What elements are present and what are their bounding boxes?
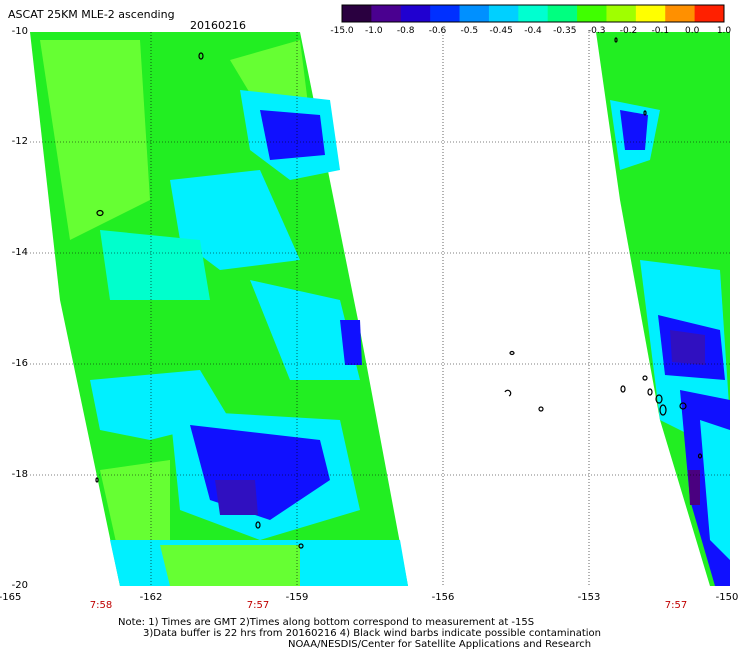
time-label: 7:58 — [89, 600, 113, 611]
colorbar-tick-label: -0.6 — [428, 26, 447, 36]
note-line-1: Note: 1) Times are GMT 2)Times along bot… — [118, 617, 535, 628]
y-tick-label: -16 — [11, 358, 28, 369]
colorbar-swatch — [547, 5, 578, 22]
colorbar-tick-label: -0.5 — [460, 26, 479, 36]
swath-patch-cyan — [700, 420, 730, 560]
colorbar-swatch — [400, 5, 431, 22]
y-tick-label: -18 — [11, 469, 28, 480]
swath-patch-cyan — [250, 280, 360, 380]
swath-patch-purple — [215, 480, 258, 515]
y-tick-label: -10 — [11, 26, 28, 37]
y-tick-label: -12 — [11, 136, 28, 147]
colorbar-tick-label: -0.8 — [396, 26, 415, 36]
colorbar-tick-label: -15.0 — [330, 26, 354, 36]
swath-patch-lime — [160, 545, 300, 586]
note-line-2: 3)Data buffer is 22 hrs from 20160216 4)… — [143, 628, 601, 639]
colorbar-tick-label: -0.35 — [553, 26, 577, 36]
colorbar-tick-label: -0.3 — [587, 26, 606, 36]
x-tick-label: -153 — [577, 592, 601, 603]
x-tick-label: -165 — [0, 592, 22, 603]
colorbar-swatch — [635, 5, 666, 22]
swath-patch-cyan — [170, 170, 300, 270]
colorbar-swatch — [694, 5, 725, 22]
gridlines — [30, 32, 730, 586]
time-label: 7:57 — [664, 600, 688, 611]
y-tick-label: -14 — [11, 247, 28, 258]
colorbar-tick-label: -0.45 — [489, 26, 513, 36]
colorbar — [341, 4, 725, 23]
swath-patch-purple — [688, 470, 700, 505]
colorbar-tick-label: -0.4 — [524, 26, 542, 36]
swath-patch-blue — [340, 320, 362, 365]
colorbar-tick-label: -0.1 — [651, 26, 670, 36]
time-label: 7:57 — [246, 600, 270, 611]
colorbar-tick-label: -1.0 — [365, 26, 383, 36]
swath-patch-lime — [100, 460, 170, 560]
y-tick-label: -20 — [11, 580, 28, 591]
colorbar-tick-label: -0.2 — [619, 26, 638, 36]
colorbar-swatch — [488, 5, 519, 22]
swath-patch-blue — [260, 110, 325, 160]
x-tick-label: -156 — [431, 592, 455, 603]
x-tick-label: -150 — [715, 592, 739, 603]
colorbar-swatch — [342, 5, 372, 22]
colorbar-swatch — [459, 5, 490, 22]
swath-patch-blue — [620, 110, 648, 150]
colorbar-frame — [341, 4, 725, 23]
colorbar-swatch — [430, 5, 461, 22]
note-line-3: NOAA/NESDIS/Center for Satellite Applica… — [288, 639, 592, 650]
swath-patch-purple — [670, 330, 705, 365]
islands — [95, 37, 703, 549]
colorbar-swatch — [665, 5, 696, 22]
x-tick-label: -162 — [139, 592, 163, 603]
colorbar-swatch — [518, 5, 549, 22]
x-tick-label: -159 — [285, 592, 309, 603]
colorbar-swatch — [371, 5, 402, 22]
colorbar-tick-label: 1.0 — [716, 26, 732, 36]
swath-patch-lime — [40, 40, 150, 240]
colorbar-swatch — [606, 5, 637, 22]
colorbar-swatch — [577, 5, 607, 22]
swath-patch-aqua — [100, 230, 210, 300]
title: ASCAT 25KM MLE-2 ascending — [8, 8, 175, 21]
date-label: 20160216 — [190, 19, 246, 32]
colorbar-tick-label: 0.0 — [684, 26, 700, 36]
